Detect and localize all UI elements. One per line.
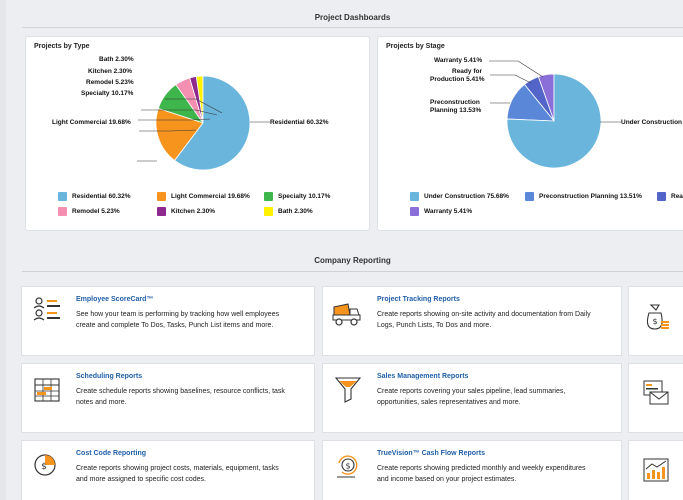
- legend-item[interactable]: Light Commercial 19.68%: [157, 192, 250, 201]
- cash-flow-icon: $: [337, 455, 358, 478]
- sales-funnel-icon: [334, 377, 362, 403]
- schedule-grid-icon: [34, 378, 60, 402]
- pie-label-specialty: Specialty 10.17%: [81, 90, 134, 97]
- project-dashboards-title: Project Dashboards: [314, 13, 391, 22]
- report-card-sales-management[interactable]: Sales Management Reports Create reports …: [323, 364, 621, 432]
- cost-code-icon: $: [34, 454, 56, 476]
- report-card-title[interactable]: Project Tracking Reports: [377, 296, 460, 303]
- projects-by-stage-pie: [489, 60, 621, 169]
- legend-swatch: [264, 207, 273, 216]
- legend-swatch: [410, 207, 419, 216]
- report-card-desc: Create reports showing project costs, ma…: [76, 465, 279, 483]
- legend-item[interactable]: Bath 2.30%: [264, 207, 313, 216]
- legend-item[interactable]: Preconstruction Planning 13.51%: [525, 192, 642, 201]
- legend-swatch: [58, 192, 67, 201]
- legend-swatch: [157, 207, 166, 216]
- report-card-partial[interactable]: $: [629, 287, 683, 355]
- leader-line: [141, 109, 218, 116]
- report-card-title[interactable]: Employee ScoreCard™: [76, 296, 154, 303]
- section-divider: [22, 27, 683, 28]
- report-card-project-tracking[interactable]: Project Tracking Reports Create reports …: [323, 287, 621, 355]
- legend-label: Under Construction 75.68%: [424, 193, 509, 200]
- report-card-partial[interactable]: [629, 364, 683, 432]
- legend-item[interactable]: Remodel 5.23%: [58, 207, 120, 216]
- report-card-desc: Create reports covering your sales pipel…: [377, 388, 566, 406]
- legend-item[interactable]: Specialty 10.17%: [264, 192, 330, 201]
- company-reporting-title: Company Reporting: [314, 256, 391, 265]
- report-card-desc: Create schedule reports showing baseline…: [76, 388, 285, 406]
- employee-scorecard-icon: [33, 297, 60, 321]
- leader-line: [139, 129, 197, 132]
- leader-line: [165, 98, 223, 114]
- report-card-cash-flow[interactable]: $ TrueVision™ Cash Flow Reports Create r…: [323, 441, 621, 500]
- leader-line: [138, 118, 211, 121]
- report-card-employee-scorecard[interactable]: Employee ScoreCard™ See how your team is…: [22, 287, 314, 355]
- pie-label-residential: Residential 60.32%: [270, 119, 329, 126]
- legend-item[interactable]: Rea: [657, 192, 683, 201]
- leader-line: [490, 74, 532, 84]
- legend-label: Light Commercial 19.68%: [171, 193, 250, 200]
- svg-text:$: $: [652, 317, 657, 326]
- legend-item[interactable]: Under Construction 75.68%: [410, 192, 509, 201]
- svg-text:$: $: [41, 462, 47, 472]
- report-card-title[interactable]: Sales Management Reports: [377, 373, 469, 380]
- legend-label: Warranty 5.41%: [424, 208, 473, 215]
- leader-line: [489, 60, 544, 78]
- report-card-title[interactable]: Scheduling Reports: [76, 373, 143, 380]
- report-card-scheduling[interactable]: Scheduling Reports Create schedule repor…: [22, 364, 314, 432]
- dump-truck-icon: [332, 303, 361, 326]
- money-bag-icon: $: [646, 304, 669, 330]
- legend-swatch: [264, 192, 273, 201]
- pie-label-light-commercial: Light Commercial 19.68%: [52, 119, 131, 126]
- projects-by-type-card: Projects by Type Bath 2.30% Kitchen 2.30…: [26, 37, 369, 230]
- pie-label-warranty: Warranty 5.41%: [434, 57, 483, 64]
- pie-slice-residential[interactable]: [174, 75, 251, 171]
- report-card-desc: See how your team is performing by track…: [76, 311, 280, 329]
- legend-item[interactable]: Kitchen 2.30%: [157, 207, 215, 216]
- pie-label-ready-line1: Ready for: [452, 68, 482, 75]
- section-divider: [22, 271, 683, 272]
- report-card-title[interactable]: Cost Code Reporting: [76, 450, 146, 457]
- legend-item[interactable]: Warranty 5.41%: [410, 207, 472, 216]
- line-chart-icon: [643, 458, 669, 482]
- legend-label: Bath 2.30%: [278, 208, 313, 215]
- pie-label-under-construction: Under Construction: [621, 119, 683, 126]
- pie-label-precon-line1: Preconstruction: [430, 99, 480, 106]
- legend-swatch: [58, 207, 67, 216]
- projects-by-stage-title: Projects by Stage: [386, 43, 445, 50]
- legend-swatch: [157, 192, 166, 201]
- pie-label-remodel: Remodel 5.23%: [86, 79, 134, 86]
- legend-label: Rea: [671, 193, 683, 200]
- pie-label-precon-line2: Planning 13.53%: [430, 107, 482, 114]
- report-card-cost-code[interactable]: $ Cost Code Reporting Create reports sho…: [22, 441, 314, 500]
- report-card-desc: Create reports showing on-site activity …: [377, 311, 591, 329]
- envelope-report-icon: [643, 380, 669, 405]
- legend-label: Remodel 5.23%: [72, 208, 120, 215]
- legend-label: Kitchen 2.30%: [171, 208, 216, 215]
- svg-text:$: $: [345, 462, 350, 471]
- legend-swatch: [410, 192, 419, 201]
- pie-label-ready-line2: Production 5.41%: [430, 76, 485, 83]
- projects-by-type-pie: [137, 75, 270, 171]
- report-card-desc: Create reports showing predicted monthly…: [377, 465, 586, 483]
- pie-slice-light-commercial[interactable]: [155, 107, 204, 162]
- pie-label-kitchen: Kitchen 2.30%: [88, 68, 133, 75]
- pie-slice-under-construction[interactable]: [506, 73, 602, 169]
- pie-label-bath: Bath 2.30%: [99, 56, 134, 63]
- projects-by-stage-card: Projects by Stage Warranty 5.41% Ready f…: [378, 37, 683, 230]
- legend-label: Specialty 10.17%: [278, 193, 331, 200]
- report-card-partial[interactable]: [629, 441, 683, 500]
- projects-by-type-title: Projects by Type: [34, 43, 90, 50]
- legend-swatch: [525, 192, 534, 201]
- legend-label: Preconstruction Planning 13.51%: [539, 193, 642, 200]
- left-gutter: [0, 0, 6, 500]
- legend-item[interactable]: Residential 60.32%: [58, 192, 131, 201]
- legend-label: Residential 60.32%: [72, 193, 131, 200]
- report-card-title[interactable]: TrueVision™ Cash Flow Reports: [377, 450, 486, 457]
- legend-swatch: [657, 192, 666, 201]
